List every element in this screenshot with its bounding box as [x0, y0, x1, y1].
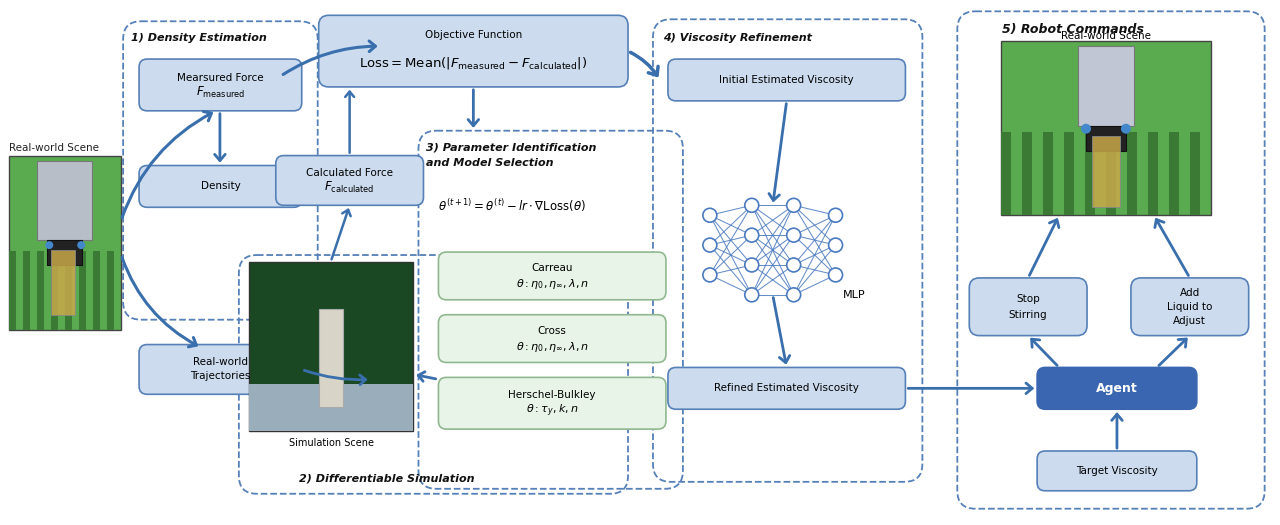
Text: Target Viscosity: Target Viscosity — [1076, 466, 1158, 476]
Text: Real-world: Real-world — [193, 358, 248, 368]
Bar — [23, 251, 31, 330]
Circle shape — [77, 241, 86, 249]
Text: Trajectories: Trajectories — [191, 371, 251, 381]
Circle shape — [1121, 124, 1132, 134]
Text: Simulation Scene: Simulation Scene — [289, 438, 374, 448]
Circle shape — [45, 241, 54, 249]
Bar — [108, 251, 114, 330]
Text: Add: Add — [1180, 288, 1199, 298]
FancyBboxPatch shape — [439, 314, 666, 362]
Circle shape — [745, 288, 759, 302]
Bar — [1064, 132, 1074, 215]
Text: $F_\mathrm{calculated}$: $F_\mathrm{calculated}$ — [324, 180, 375, 195]
Bar — [248, 262, 413, 431]
Bar — [1148, 132, 1158, 215]
Bar — [93, 251, 100, 330]
Circle shape — [745, 258, 759, 272]
FancyBboxPatch shape — [140, 59, 302, 111]
FancyBboxPatch shape — [668, 368, 905, 409]
FancyBboxPatch shape — [439, 252, 666, 300]
Circle shape — [828, 268, 842, 282]
Bar — [65, 251, 72, 330]
FancyBboxPatch shape — [969, 278, 1087, 335]
Bar — [1169, 132, 1179, 215]
Bar — [1092, 135, 1120, 207]
Text: $F_\mathrm{measured}$: $F_\mathrm{measured}$ — [196, 86, 244, 100]
Bar — [1043, 132, 1053, 215]
Text: $\theta : \tau_y, k, n$: $\theta : \tau_y, k, n$ — [526, 403, 579, 419]
FancyBboxPatch shape — [1037, 451, 1197, 491]
Circle shape — [745, 228, 759, 242]
Bar — [1106, 132, 1116, 215]
Text: Liquid to: Liquid to — [1167, 302, 1212, 312]
Bar — [248, 384, 413, 431]
Text: Adjust: Adjust — [1174, 316, 1206, 326]
FancyBboxPatch shape — [668, 59, 905, 101]
FancyBboxPatch shape — [319, 15, 628, 87]
Bar — [1085, 132, 1094, 215]
Bar — [1126, 132, 1137, 215]
Text: $\theta : \eta_0, \eta_\infty, \lambda, n$: $\theta : \eta_0, \eta_\infty, \lambda, … — [516, 277, 589, 291]
Text: Initial Estimated Viscosity: Initial Estimated Viscosity — [719, 75, 854, 85]
Text: Carreau: Carreau — [531, 263, 573, 273]
FancyBboxPatch shape — [1132, 278, 1249, 335]
Text: 4) Viscosity Refinement: 4) Viscosity Refinement — [663, 33, 812, 43]
Text: $\theta : \eta_0, \eta_\infty, \lambda, n$: $\theta : \eta_0, \eta_\infty, \lambda, … — [516, 340, 589, 353]
Bar — [1001, 41, 1211, 215]
Text: Calculated Force: Calculated Force — [306, 169, 393, 178]
Circle shape — [787, 258, 801, 272]
Circle shape — [787, 198, 801, 212]
Bar — [9, 251, 17, 330]
Text: 5) Robot Commands: 5) Robot Commands — [1002, 23, 1144, 36]
Text: 2) Differentiable Simulation: 2) Differentiable Simulation — [298, 474, 475, 484]
Text: Real-world Scene: Real-world Scene — [9, 143, 100, 153]
Bar — [51, 250, 76, 314]
Circle shape — [828, 238, 842, 252]
FancyBboxPatch shape — [140, 165, 302, 207]
Bar — [79, 251, 86, 330]
Text: Agent: Agent — [1096, 382, 1138, 395]
Bar — [1023, 132, 1032, 215]
Text: Real-world Scene: Real-world Scene — [1061, 31, 1151, 41]
Bar — [37, 161, 92, 240]
Text: and Model Selection: and Model Selection — [426, 158, 554, 167]
Text: $\theta^{(t+1)} = \theta^{(t)} - lr \cdot \nabla \mathrm{Loss}(\theta)$: $\theta^{(t+1)} = \theta^{(t)} - lr \cdo… — [439, 197, 586, 214]
Text: Density: Density — [201, 182, 241, 192]
Circle shape — [828, 208, 842, 222]
Text: 1) Density Estimation: 1) Density Estimation — [131, 33, 266, 43]
Bar — [47, 240, 82, 265]
Bar — [1078, 46, 1134, 125]
Circle shape — [787, 288, 801, 302]
Circle shape — [703, 238, 717, 252]
Bar — [1190, 132, 1199, 215]
Text: Herschel-Bulkley: Herschel-Bulkley — [508, 390, 596, 400]
Bar — [51, 251, 59, 330]
Text: Refined Estimated Viscosity: Refined Estimated Viscosity — [714, 383, 859, 393]
Bar — [1085, 125, 1126, 151]
Text: 3) Parameter Identification: 3) Parameter Identification — [426, 143, 596, 153]
Text: Cross: Cross — [538, 326, 567, 335]
Circle shape — [1082, 124, 1091, 134]
FancyBboxPatch shape — [140, 344, 302, 394]
Circle shape — [745, 198, 759, 212]
Text: $\mathrm{Loss} = \mathrm{Mean}(|F_\mathrm{measured} - F_\mathrm{calculated}|)$: $\mathrm{Loss} = \mathrm{Mean}(|F_\mathr… — [360, 55, 588, 71]
Text: Objective Function: Objective Function — [425, 30, 522, 40]
Bar — [319, 309, 343, 407]
Circle shape — [703, 208, 717, 222]
FancyBboxPatch shape — [439, 377, 666, 429]
Text: Stop: Stop — [1016, 294, 1041, 304]
FancyBboxPatch shape — [1037, 368, 1197, 409]
FancyBboxPatch shape — [275, 155, 424, 205]
Bar — [1001, 132, 1011, 215]
Circle shape — [703, 268, 717, 282]
Circle shape — [787, 228, 801, 242]
Text: MLP: MLP — [844, 290, 865, 300]
Bar — [9, 155, 122, 330]
Text: Stirring: Stirring — [1009, 310, 1047, 320]
Bar — [37, 251, 45, 330]
Text: Mearsured Force: Mearsured Force — [177, 73, 264, 83]
